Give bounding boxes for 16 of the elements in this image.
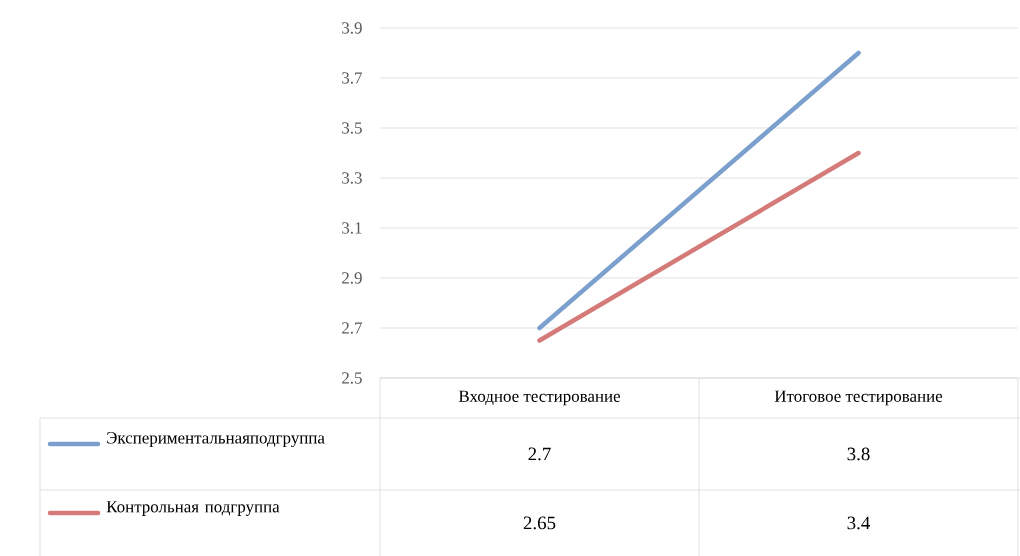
y-tick-label: 2.5	[342, 372, 362, 384]
data-label: 2.7	[528, 447, 551, 461]
y-tick-label: 2.9	[342, 272, 362, 284]
y-tick-label: 3.7	[342, 72, 363, 84]
y-tick-label: 3.1	[342, 222, 362, 234]
x-tick-label: Входное тестирование	[458, 390, 621, 406]
x-tick-label: Итоговое тестирование	[774, 390, 943, 406]
y-tick-label: 3.9	[342, 22, 362, 34]
y-tick-label: 3.5	[342, 122, 362, 134]
y-tick-label: 3.3	[342, 172, 362, 184]
data-label: 3.4	[847, 516, 871, 530]
data-label: 3.8	[847, 447, 870, 461]
y-tick-label: 2.7	[342, 322, 363, 334]
data-label: 2.65	[523, 516, 556, 530]
legend-label: Контрольная подгруппа	[106, 501, 280, 516]
legend-label: Экспериментальнаяподгруппа	[107, 432, 325, 448]
